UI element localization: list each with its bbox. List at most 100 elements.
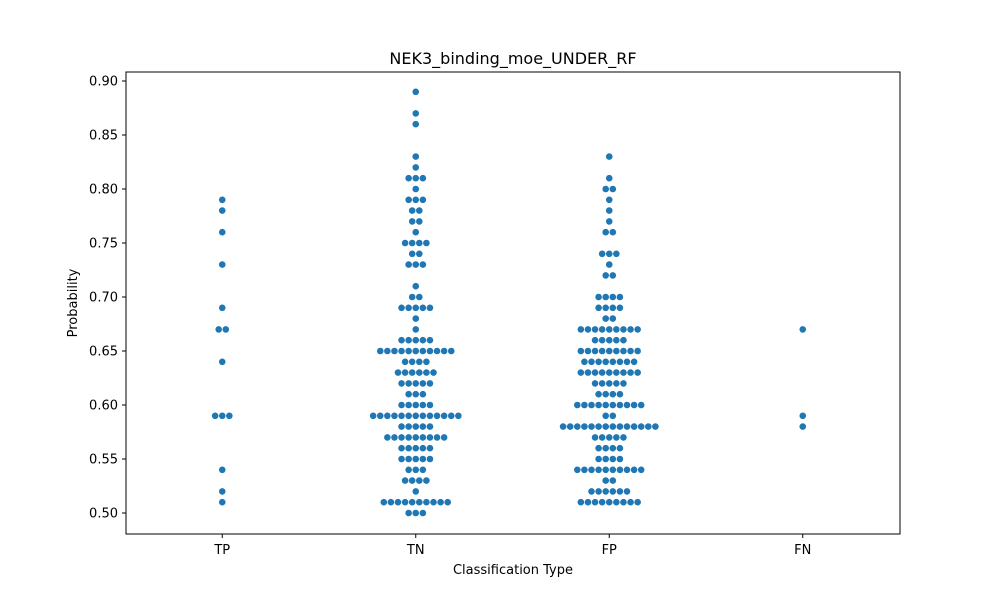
data-point-tp (218, 228, 226, 236)
data-point-tn (412, 336, 420, 344)
data-point-fp (620, 380, 627, 387)
data-point-tn (416, 369, 423, 376)
data-point-fp (602, 315, 609, 322)
data-point-fp (637, 466, 645, 474)
data-point-fp (616, 466, 624, 474)
data-point-tp (218, 207, 226, 214)
data-point-tn (416, 477, 423, 484)
x-axis: TP TN FP FN (213, 534, 811, 558)
data-point-tn (412, 153, 420, 160)
data-point-fp (609, 304, 617, 312)
data-point-fp (598, 250, 606, 258)
data-point-fp (609, 390, 617, 398)
data-point-tn (398, 401, 405, 409)
data-point-fp (634, 347, 641, 355)
data-point-fp (630, 358, 638, 366)
data-point-fp (613, 336, 620, 344)
data-point-tn (412, 110, 420, 117)
x-tick-label-fn: FN (794, 543, 811, 558)
data-point-fp (595, 444, 602, 452)
data-point-tn (408, 293, 416, 301)
data-point-tn (401, 358, 409, 366)
data-point-tn (416, 207, 423, 214)
data-point-tn (405, 347, 412, 355)
data-point-fp (627, 498, 634, 506)
data-point-tn (405, 434, 412, 441)
data-point-fp (605, 174, 613, 182)
data-point-tn (419, 304, 427, 312)
y-tick-label: 0.70 (89, 291, 118, 306)
data-point-fp (623, 488, 631, 495)
data-point-fp (598, 336, 606, 344)
data-point-fp (591, 434, 599, 441)
data-point-tn (426, 455, 434, 463)
data-point-tn (426, 423, 434, 430)
data-point-tn (440, 412, 448, 420)
data-point-fp (623, 358, 631, 366)
data-point-fp (588, 466, 595, 474)
data-point-fp (598, 498, 606, 506)
data-point-tp (226, 412, 233, 420)
data-point-tn (394, 498, 402, 506)
data-point-tn (426, 444, 434, 452)
data-point-tn (391, 412, 398, 420)
data-point-tn (455, 412, 462, 420)
data-point-fp (613, 369, 620, 376)
data-point-tn (405, 196, 412, 204)
data-point-fp (620, 347, 627, 355)
data-point-fp (581, 423, 588, 430)
data-point-fp (595, 304, 602, 312)
data-point-tn (412, 412, 420, 420)
data-point-tn (433, 412, 441, 420)
data-point-tn (398, 434, 405, 441)
data-point-fp (605, 336, 613, 344)
data-point-fp (616, 488, 624, 495)
data-point-fp (616, 444, 624, 452)
y-tick-label: 0.75 (89, 237, 118, 252)
data-point-tn (412, 282, 420, 290)
data-point-fp (581, 466, 588, 474)
data-point-fp (602, 293, 609, 301)
x-tick-label-fp: FP (602, 543, 617, 558)
data-point-fp (602, 304, 609, 312)
data-point-fp (588, 358, 595, 366)
data-point-tn (398, 380, 405, 387)
data-point-fp (595, 293, 602, 301)
data-point-tn (394, 369, 402, 376)
data-point-tn (405, 304, 412, 312)
data-point-tn (405, 423, 412, 430)
y-axis: 0.50 0.55 0.60 0.65 0.70 0.75 0.80 0.85 0.90 (89, 75, 126, 522)
y-tick-label: 0.80 (89, 183, 118, 198)
data-point-fp (598, 326, 606, 333)
data-point-fp (602, 272, 609, 279)
data-point-fp (577, 326, 585, 333)
data-point-fp (591, 326, 599, 333)
data-point-tn (426, 412, 434, 420)
data-point-tn (398, 347, 405, 355)
data-point-tn (412, 174, 420, 182)
data-point-tn (423, 498, 430, 506)
data-point-fp (605, 196, 613, 204)
data-point-fp (602, 455, 609, 463)
data-point-tn (401, 477, 409, 484)
data-point-tn (412, 466, 420, 474)
data-point-fp (588, 401, 595, 409)
data-point-fp (620, 434, 627, 441)
data-point-tn (412, 455, 420, 463)
data-point-fp (595, 488, 602, 495)
data-point-tn (423, 369, 430, 376)
data-point-fp (634, 326, 641, 333)
data-point-fp (584, 347, 592, 355)
data-point-tn (423, 358, 430, 366)
data-point-tn (405, 466, 412, 474)
data-point-tn (419, 412, 427, 420)
data-point-fp (609, 315, 617, 322)
data-point-tn (412, 488, 420, 495)
data-point-tn (412, 509, 420, 517)
x-tick-label-tp: TP (213, 543, 230, 558)
data-point-tn (408, 498, 416, 506)
data-points (211, 88, 807, 517)
data-point-fp (581, 401, 588, 409)
data-point-fp (577, 498, 585, 506)
data-point-tn (433, 434, 441, 441)
